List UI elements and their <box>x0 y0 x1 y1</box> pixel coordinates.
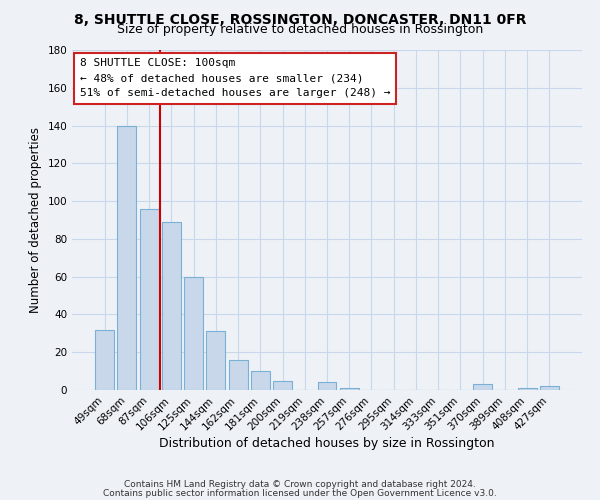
X-axis label: Distribution of detached houses by size in Rossington: Distribution of detached houses by size … <box>159 438 495 450</box>
Bar <box>251 371 270 390</box>
Bar <box>162 222 181 390</box>
Bar <box>140 208 158 390</box>
Bar <box>229 360 248 390</box>
Bar <box>518 388 536 390</box>
Bar <box>473 384 492 390</box>
Text: Contains HM Land Registry data © Crown copyright and database right 2024.: Contains HM Land Registry data © Crown c… <box>124 480 476 489</box>
Bar <box>206 332 225 390</box>
Bar <box>273 380 292 390</box>
Bar <box>317 382 337 390</box>
Text: 8, SHUTTLE CLOSE, ROSSINGTON, DONCASTER, DN11 0FR: 8, SHUTTLE CLOSE, ROSSINGTON, DONCASTER,… <box>74 12 526 26</box>
Bar <box>540 386 559 390</box>
Text: Contains public sector information licensed under the Open Government Licence v3: Contains public sector information licen… <box>103 489 497 498</box>
Text: 8 SHUTTLE CLOSE: 100sqm
← 48% of detached houses are smaller (234)
51% of semi-d: 8 SHUTTLE CLOSE: 100sqm ← 48% of detache… <box>80 58 390 98</box>
Bar <box>118 126 136 390</box>
Bar <box>184 276 203 390</box>
Bar <box>95 330 114 390</box>
Text: Size of property relative to detached houses in Rossington: Size of property relative to detached ho… <box>117 22 483 36</box>
Y-axis label: Number of detached properties: Number of detached properties <box>29 127 42 313</box>
Bar <box>340 388 359 390</box>
